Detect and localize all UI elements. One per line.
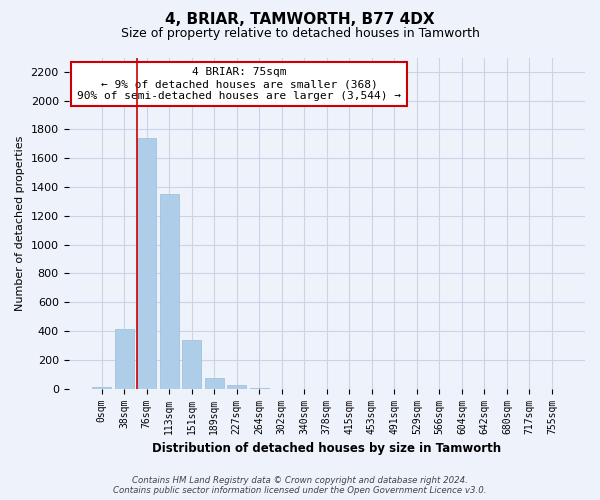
Text: Contains HM Land Registry data © Crown copyright and database right 2024.
Contai: Contains HM Land Registry data © Crown c…: [113, 476, 487, 495]
Bar: [160, 194, 179, 388]
Bar: [137, 138, 156, 388]
Bar: [92, 386, 111, 388]
Y-axis label: Number of detached properties: Number of detached properties: [15, 136, 25, 311]
Text: 4 BRIAR: 75sqm
← 9% of detached houses are smaller (368)
90% of semi-detached ho: 4 BRIAR: 75sqm ← 9% of detached houses a…: [77, 68, 401, 100]
Text: 4, BRIAR, TAMWORTH, B77 4DX: 4, BRIAR, TAMWORTH, B77 4DX: [165, 12, 435, 28]
Text: Size of property relative to detached houses in Tamworth: Size of property relative to detached ho…: [121, 28, 479, 40]
Bar: [115, 329, 134, 388]
Bar: [182, 340, 201, 388]
X-axis label: Distribution of detached houses by size in Tamworth: Distribution of detached houses by size …: [152, 442, 502, 455]
Bar: [205, 378, 224, 388]
Bar: [227, 385, 246, 388]
